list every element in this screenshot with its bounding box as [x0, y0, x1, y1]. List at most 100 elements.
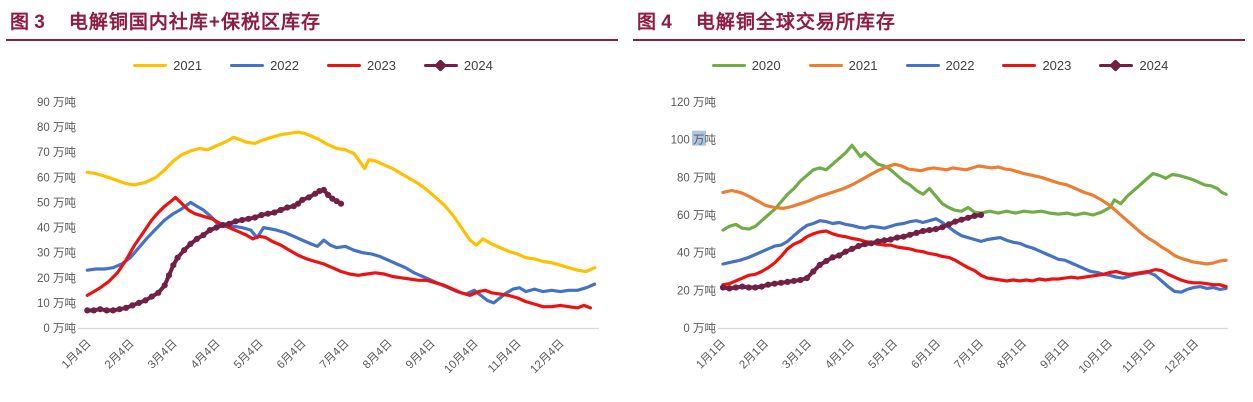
figure-number: 图 3	[10, 12, 45, 33]
legend-label: 2024	[1139, 58, 1169, 73]
legend-marker-diamond	[1109, 58, 1123, 72]
figure-title: 电解铜国内社库+保税区库存	[68, 12, 321, 33]
x-axis-tick-label: 10月4日	[442, 338, 480, 376]
series-marker-2024	[765, 281, 772, 288]
x-axis-tick-label: 9月4日	[404, 338, 438, 372]
series-marker-2024	[823, 258, 830, 265]
legend-item-2024: 2024	[423, 58, 493, 73]
x-axis-tick-label: 11月4日	[486, 338, 524, 376]
series-marker-2024	[932, 226, 939, 233]
figure-3-panel: 图 3 电解铜国内社库+保税区库存 2021 2022 2023 2024 0 万吨 1…	[0, 0, 626, 402]
series-marker-2024	[868, 240, 875, 247]
x-axis-tick-label: 10月1日	[1077, 338, 1115, 376]
legend: 2020 2021 2022 2023 2024	[627, 58, 1253, 73]
legend-line-swatch	[711, 63, 746, 68]
x-axis-tick-label: 2月1日	[737, 338, 771, 372]
series-marker-2024	[874, 238, 881, 245]
series-marker-2024	[894, 234, 901, 241]
series-marker-2024	[264, 210, 271, 217]
legend-item-2021: 2021	[808, 58, 878, 73]
series-line-2024	[85, 187, 343, 313]
legend-label: 2020	[751, 58, 781, 73]
series-marker-2024	[784, 278, 791, 285]
x-axis-tick-label: 3月1日	[780, 338, 814, 372]
legend-item-2024: 2024	[1099, 58, 1168, 73]
series-marker-2024	[965, 214, 972, 221]
series-marker-2024	[732, 284, 739, 291]
legend-label: 2023	[1042, 58, 1072, 73]
legend-label: 2022	[945, 58, 975, 73]
legend-item-2022: 2022	[905, 58, 975, 73]
series-marker-2024	[116, 306, 123, 313]
series-marker-2024	[193, 235, 200, 242]
x-axis-tick-label: 11月1日	[1120, 338, 1158, 376]
series-marker-2024	[206, 227, 213, 234]
series-marker-2024	[181, 247, 188, 254]
x-axis-tick-label: 8月4日	[361, 338, 395, 372]
y-axis-tick-label: 10 万吨	[37, 297, 76, 310]
series-marker-2024	[90, 307, 97, 314]
series-line-2021	[85, 130, 597, 274]
series-marker-2024	[165, 272, 173, 279]
series-marker-2024	[958, 216, 965, 223]
x-axis-tick-label: 9月1日	[1038, 338, 1072, 372]
series-marker-2024	[848, 245, 856, 252]
figure-4-panel: 图 4 电解铜全球交易所库存 2020 2021 2022 2023 2024 0 万吨…	[627, 0, 1253, 402]
series-line-2020	[721, 143, 1228, 232]
legend-item-2020: 2020	[711, 58, 781, 73]
y-axis-tick-label: 70 万吨	[37, 146, 76, 159]
series-marker-2024	[745, 284, 752, 291]
series-marker-2024	[258, 211, 265, 219]
series-marker-2024	[803, 275, 810, 282]
series-marker-2024	[739, 283, 746, 290]
x-axis-tick-label: 5月4日	[232, 338, 266, 372]
line-chart-global-exchange-inventory: 0 万吨 20 万吨 40 万吨 60 万吨 80 万吨 100 万吨 120 万吨 1月1日…	[671, 96, 1228, 376]
y-axis-tick-label: 30 万吨	[37, 247, 76, 260]
series-marker-2024	[142, 297, 149, 304]
series-marker-2024	[842, 248, 849, 255]
series-marker-2024	[771, 280, 778, 287]
series-line-2021	[721, 162, 1228, 266]
series-marker-2024	[816, 261, 823, 268]
series-marker-2024	[719, 284, 727, 291]
series-marker-2024	[887, 236, 894, 243]
x-axis-tick-label: 4月4日	[189, 338, 223, 372]
legend: 2021 2022 2023 2024	[0, 58, 626, 73]
y-axis-tick-label: 60 万吨	[677, 209, 716, 222]
legend-item-2023: 2023	[327, 58, 396, 73]
x-axis-tick-label: 1月1日	[694, 338, 728, 372]
series-marker-2024	[900, 233, 907, 240]
y-axis-tick-label: 90 万吨	[37, 96, 76, 109]
series-marker-2024	[726, 285, 733, 292]
series-marker-2024	[299, 196, 306, 203]
series-marker-2024	[320, 186, 327, 193]
series-marker-2024	[110, 307, 117, 314]
y-axis-tick-label: 0 万吨	[683, 322, 716, 335]
series-marker-2024	[219, 221, 226, 229]
series-marker-2024	[161, 282, 168, 289]
series-marker-2024	[135, 299, 142, 306]
figure-title: 电解铜全球交易所库存	[695, 12, 896, 33]
legend-line-swatch	[230, 63, 265, 68]
y-axis-tick-label: 80 万吨	[37, 121, 76, 134]
series-marker-2024	[213, 224, 220, 231]
series-marker-2024	[305, 194, 312, 201]
y-axis-tick-label: 100 万吨	[671, 134, 717, 147]
figure-3-header: 图 3 电解铜国内社库+保税区库存	[0, 0, 626, 34]
series-marker-2024	[977, 211, 985, 219]
x-axis-tick-label: 1月4日	[60, 338, 94, 372]
series-marker-2024	[945, 221, 952, 228]
series-marker-2024	[790, 277, 797, 284]
legend-line-swatch	[423, 58, 458, 72]
series-marker-2024	[174, 254, 181, 261]
y-axis-tick-label: 20 万吨	[677, 284, 716, 297]
series-marker-2024	[971, 212, 978, 219]
line-chart-domestic-inventory: 0 万吨 10 万吨 20 万吨 30 万吨 40 万吨 50 万吨 60 万吨 70 万吨 8…	[37, 96, 599, 376]
series-marker-2024	[325, 191, 332, 198]
series-marker-2024	[84, 307, 91, 314]
legend-line-swatch	[1099, 58, 1134, 72]
title-underline	[6, 39, 618, 41]
legend-label: 2022	[270, 58, 299, 73]
legend-marker-diamond	[434, 58, 447, 72]
